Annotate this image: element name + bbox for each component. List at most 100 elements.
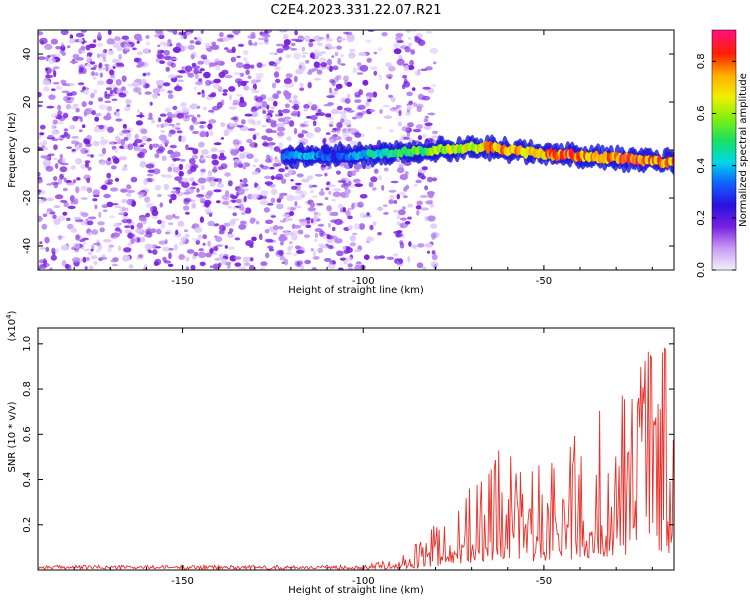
noise-blob xyxy=(192,148,199,155)
noise-blob xyxy=(409,59,414,67)
noise-blob xyxy=(201,93,205,98)
noise-blob xyxy=(167,263,174,267)
noise-blob xyxy=(125,99,132,105)
noise-blob xyxy=(157,49,162,53)
noise-blob xyxy=(432,83,436,87)
colorbar-tick-label: 0.8 xyxy=(696,53,707,69)
noise-blob xyxy=(121,75,127,82)
noise-blob xyxy=(140,236,146,243)
x-tick-label: -150 xyxy=(171,576,194,587)
noise-blob xyxy=(170,62,176,68)
noise-blob xyxy=(163,260,171,264)
noise-blob xyxy=(330,108,339,115)
noise-blob xyxy=(100,161,105,166)
noise-blob xyxy=(349,242,356,247)
noise-blob xyxy=(108,141,115,146)
noise-blob xyxy=(278,112,284,116)
snr-y-label: SNR (10 * v/v) xyxy=(7,401,18,472)
noise-blob xyxy=(222,201,229,205)
noise-blob xyxy=(308,42,314,48)
noise-blob xyxy=(178,170,184,177)
noise-blob xyxy=(94,204,98,210)
noise-blob xyxy=(322,233,328,240)
noise-blob xyxy=(158,134,167,141)
noise-blob xyxy=(235,93,243,97)
noise-blob xyxy=(293,195,302,201)
noise-blob xyxy=(331,226,336,232)
noise-blob xyxy=(114,135,120,142)
noise-blob xyxy=(62,187,68,192)
noise-blob xyxy=(54,163,59,169)
noise-blob xyxy=(309,202,316,208)
noise-blob xyxy=(270,229,279,233)
noise-blob xyxy=(393,42,400,49)
noise-blob xyxy=(193,86,198,90)
noise-blob xyxy=(97,221,105,226)
noise-blob xyxy=(310,218,314,224)
snr-panel: -150 -100 -50 0.2 0.4 0.6 0.8 1.0 Height of st… xyxy=(5,310,675,596)
noise-blob xyxy=(199,197,206,203)
noise-blob xyxy=(334,51,339,57)
noise-blob xyxy=(167,90,173,94)
noise-blob xyxy=(213,142,222,146)
noise-blob xyxy=(136,51,143,56)
noise-blob xyxy=(65,83,71,87)
noise-blob xyxy=(96,53,101,59)
noise-blob xyxy=(299,82,304,87)
noise-blob xyxy=(317,211,321,217)
noise-blob xyxy=(106,105,113,112)
noise-blob xyxy=(331,55,335,58)
noise-blob xyxy=(121,166,128,171)
noise-blob xyxy=(288,120,295,127)
noise-blob xyxy=(46,183,52,186)
noise-blob xyxy=(373,255,380,260)
noise-blob xyxy=(126,132,132,138)
noise-blob xyxy=(306,220,311,224)
noise-blob xyxy=(425,31,433,34)
noise-blob xyxy=(242,177,248,184)
noise-blob xyxy=(52,66,60,70)
noise-blob xyxy=(283,116,292,120)
noise-blob xyxy=(163,49,170,56)
noise-blob xyxy=(263,115,272,120)
noise-blob xyxy=(265,219,274,224)
x-tick-label: -50 xyxy=(536,576,552,587)
noise-blob xyxy=(284,103,290,109)
noise-blob xyxy=(166,30,176,33)
noise-blob xyxy=(241,119,246,125)
noise-blob xyxy=(393,48,402,55)
noise-blob xyxy=(159,202,164,208)
noise-blob xyxy=(232,99,239,105)
noise-blob xyxy=(282,33,289,40)
noise-blob xyxy=(86,52,93,56)
noise-blob xyxy=(111,263,118,267)
noise-blob xyxy=(204,42,211,49)
noise-blob xyxy=(326,66,331,70)
noise-blob xyxy=(114,36,121,41)
noise-blob xyxy=(238,266,247,270)
noise-blob xyxy=(238,145,245,152)
noise-blob xyxy=(251,218,257,222)
noise-blob xyxy=(167,149,174,155)
noise-blob xyxy=(252,111,259,118)
noise-blob xyxy=(352,116,357,120)
noise-blob xyxy=(60,30,69,36)
noise-blob xyxy=(120,188,128,193)
noise-blob xyxy=(57,104,62,111)
noise-blob xyxy=(234,237,241,241)
x-tick-label: -100 xyxy=(352,576,375,587)
noise-blob xyxy=(285,73,293,79)
noise-blob xyxy=(115,205,122,209)
noise-blob xyxy=(296,262,302,268)
noise-blob xyxy=(273,71,280,78)
noise-blob xyxy=(269,52,276,55)
noise-blob xyxy=(52,119,58,125)
noise-blob xyxy=(170,113,178,118)
noise-blob xyxy=(151,143,160,148)
noise-blob xyxy=(222,89,228,93)
noise-blob xyxy=(169,198,173,204)
noise-blob xyxy=(256,62,263,68)
noise-blob xyxy=(414,246,418,250)
noise-blob xyxy=(332,65,339,71)
noise-blob xyxy=(192,181,196,186)
